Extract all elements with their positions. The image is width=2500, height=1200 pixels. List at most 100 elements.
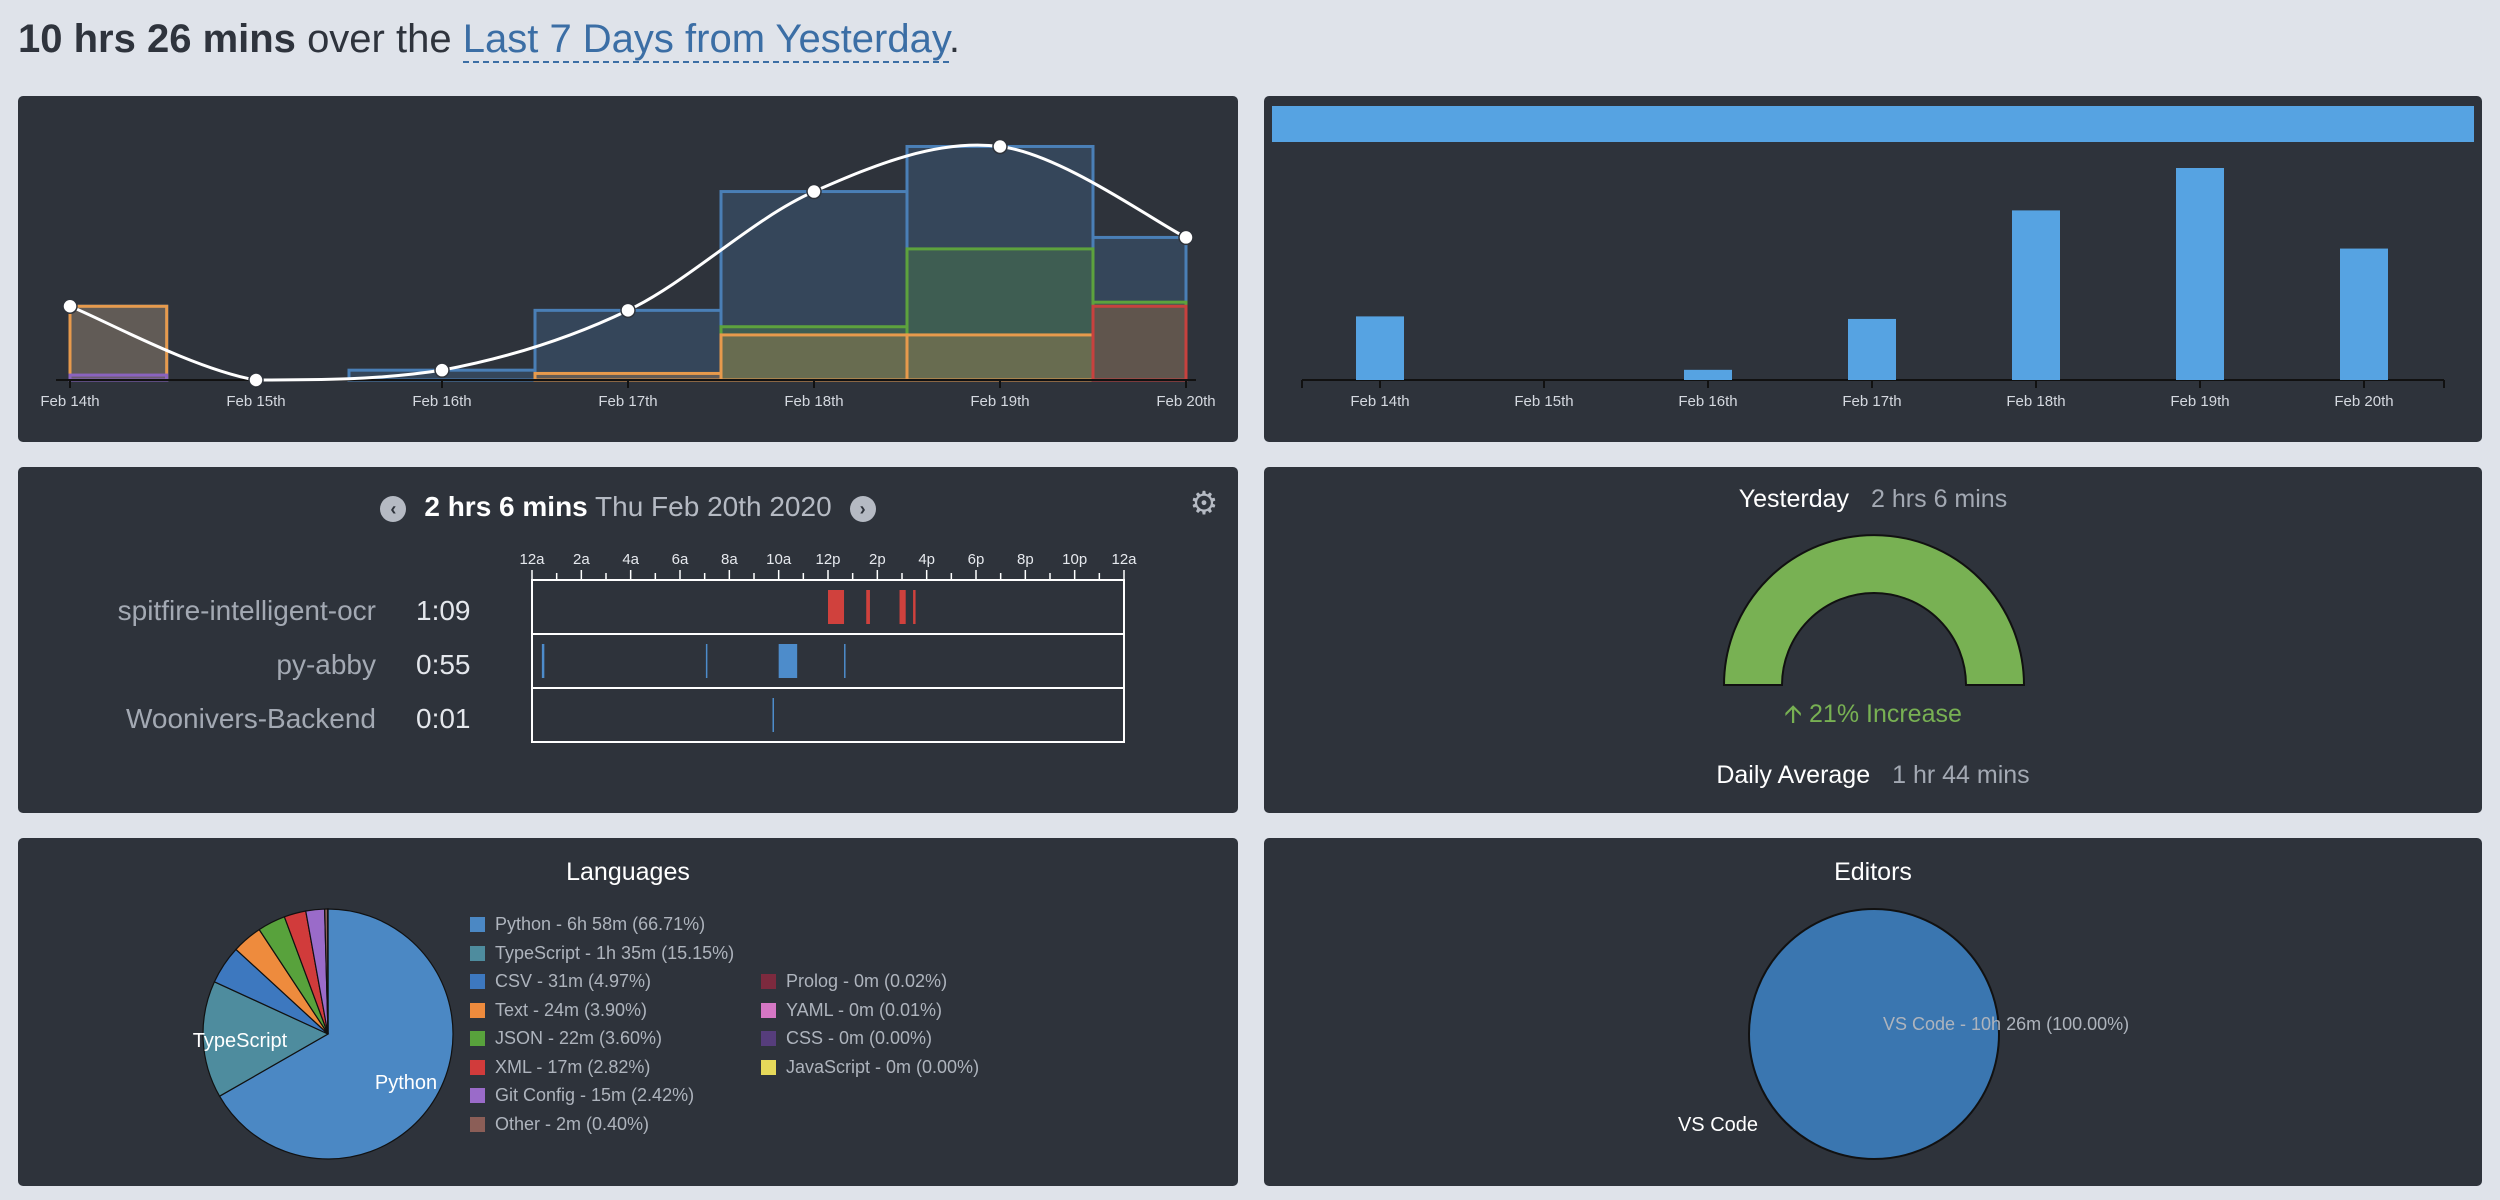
legend-item: Prolog - 0m (0.02%) [761, 971, 947, 991]
legend-item: CSS - 0m (0.00%) [761, 1028, 932, 1048]
increase-indicator: 🡩 21% Increase [1264, 695, 2482, 738]
yesterday-row: Yesterday 2 hrs 6 mins [1264, 485, 2482, 514]
legend-swatch [761, 1059, 776, 1075]
comparison-panel: Yesterday 2 hrs 6 mins 🡩 21% Increase Dai… [1264, 467, 2482, 813]
hour-label: 4a [622, 551, 639, 568]
legend-label: CSS - 0m (0.00%) [786, 1028, 933, 1048]
gauge-arc [1722, 534, 2026, 686]
headline-end: . [948, 17, 961, 61]
timeline-segment [913, 590, 916, 624]
x-axis-label: Feb 16th [412, 393, 471, 410]
activity-step-area [719, 333, 909, 382]
day-total: 2 hrs 6 mins [424, 491, 588, 522]
project-time: 0:55 [416, 649, 471, 680]
daily-bar [2012, 210, 2060, 380]
timeline-segment [866, 590, 870, 624]
trend-point [992, 138, 1008, 155]
day-timeline-panel: ‹ 2 hrs 6 mins Thu Feb 20th 2020 › ⚙ spitf… [18, 467, 1238, 813]
arrow-up-icon: 🡩 [1784, 700, 1803, 728]
activity-step-area [1091, 300, 1188, 382]
activity-step-area [1091, 304, 1188, 382]
legend-swatch [470, 1088, 485, 1103]
editors-panel: Editors VS Code VS Code - 10h 26m (100.0… [1264, 838, 2482, 1186]
legend-label: XML - 17m (2.82%) [495, 1056, 651, 1077]
project-name[interactable]: py-abby [276, 649, 376, 680]
legend-item: JSON - 22m (3.60%) [470, 1028, 662, 1048]
timeline-row [531, 633, 1125, 689]
languages-pie: Python TypeScript [193, 908, 454, 1160]
activity-chart-panel: Feb 14th Feb 15th Feb 16th Feb 17th Feb 18th… [18, 96, 1238, 442]
legend-item: Git Config - 15m (2.42%) [470, 1085, 694, 1105]
gauge-chart [1722, 534, 2026, 686]
timeline-segment [899, 590, 906, 624]
legend-swatch [470, 917, 485, 932]
pie-inner-label: Python [375, 1072, 437, 1094]
daily-bar [1848, 318, 1896, 380]
summary-headline: 10 hrs 26 mins over the Last 7 Days from… [18, 14, 960, 64]
day-date: Thu Feb 20th 2020 [595, 491, 832, 522]
trend-point [620, 302, 636, 319]
x-axis-label: Feb 14th [1350, 393, 1409, 410]
x-axis-label: Feb 18th [784, 393, 843, 410]
total-time: 10 hrs 26 mins [18, 17, 296, 61]
increase-text: 21% Increase [1809, 700, 1962, 728]
x-axis-label: Feb 15th [226, 393, 285, 410]
yesterday-label: Yesterday [1738, 485, 1850, 513]
project-time: 1:09 [416, 595, 471, 626]
trend-point [806, 183, 822, 200]
average-label: Daily Average [1716, 761, 1871, 789]
legend-label: Text - 24m (3.90%) [495, 999, 648, 1020]
legend-label: TypeScript - 1h 35m (15.15%) [495, 942, 735, 963]
legend-swatch [761, 974, 776, 989]
hour-label: 12p [815, 551, 840, 568]
pie-inner-label: VS Code [1678, 1114, 1758, 1136]
timeline-segment [778, 644, 798, 678]
project-name[interactable]: spitfire-intelligent-ocr [117, 595, 376, 626]
pie-slice [218, 908, 454, 1160]
trend-point [248, 372, 264, 388]
hour-label: 8p [1017, 551, 1034, 568]
gear-icon[interactable]: ⚙ [1189, 485, 1219, 521]
legend-item: TypeScript - 1h 35m (15.15%) [470, 943, 734, 963]
editors-title: Editors [1834, 858, 1912, 886]
x-axis-label: Feb 20th [2334, 393, 2393, 410]
timeline-segment [844, 644, 846, 678]
legend-label: YAML - 0m (0.01%) [786, 999, 943, 1020]
timeline-chart: 12a 2a 4a 6a 8a 10a 12p 2p 4p 6p 8p 10p 12a [519, 551, 1137, 743]
hour-label: 8a [721, 551, 738, 568]
legend-label: Python - 6h 58m (66.71%) [495, 914, 706, 934]
hour-label: 12a [1111, 551, 1137, 568]
legend-item: YAML - 0m (0.01%) [761, 1000, 942, 1020]
chevron-right-icon[interactable]: › [849, 495, 876, 522]
average-value: 1 hr 44 mins [1892, 761, 2030, 789]
legend-label: Other - 2m (0.40%) [495, 1113, 650, 1134]
legend-swatch [470, 1002, 485, 1018]
activity-chart: Feb 14th Feb 15th Feb 16th Feb 17th Feb 18th… [40, 138, 1216, 410]
timeline-segment [772, 698, 774, 732]
project-name[interactable]: Woonivers-Backend [125, 703, 376, 734]
legend-item: Python - 6h 58m (66.71%) [470, 914, 705, 934]
range-bar [1272, 106, 2474, 142]
x-axis-label: Feb 14th [40, 393, 99, 410]
chevron-left-icon[interactable]: ‹ [380, 495, 407, 522]
legend-item: Text - 24m (3.90%) [470, 1000, 647, 1020]
daily-bar [2340, 248, 2388, 380]
legend-swatch [1858, 1017, 1873, 1032]
activity-step-area [905, 333, 1095, 382]
legend-label: VS Code - 10h 26m (100.00%) [1883, 1014, 2130, 1034]
x-axis-label: Feb 19th [2170, 393, 2229, 410]
hour-label: 2a [573, 551, 590, 568]
daily-bar-chart: Feb 14th Feb 15th Feb 16th Feb 17th Feb 18th… [1272, 106, 2474, 410]
legend-label: Git Config - 15m (2.42%) [495, 1085, 695, 1105]
date-range-link[interactable]: Last 7 Days from Yesterday [462, 17, 949, 63]
pie-inner-label: TypeScript [193, 1030, 288, 1052]
daily-bar [1684, 369, 1732, 380]
trend-point [62, 298, 78, 315]
legend-item: VS Code - 10h 26m (100.00%) [1858, 1014, 2129, 1034]
x-axis-label: Feb 18th [2006, 393, 2065, 410]
languages-title: Languages [566, 858, 690, 886]
legend-label: JavaScript - 0m (0.00%) [786, 1056, 980, 1077]
legend-item: XML - 17m (2.82%) [470, 1057, 650, 1077]
legend-item: Other - 2m (0.40%) [470, 1114, 649, 1134]
yesterday-value: 2 hrs 6 mins [1871, 485, 2008, 513]
